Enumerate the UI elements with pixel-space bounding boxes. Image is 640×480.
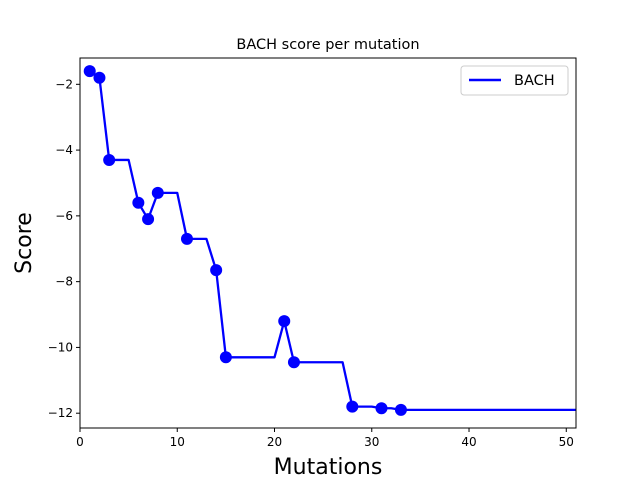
y-tick-label: −10 <box>48 340 73 354</box>
x-tick-label: 20 <box>267 435 282 449</box>
x-axis-label: Mutations <box>274 455 383 480</box>
legend: BACH <box>460 65 569 96</box>
y-tick-label: −8 <box>55 275 73 289</box>
series-line-bach <box>89 70 576 412</box>
x-tick-label: 40 <box>461 435 476 449</box>
plot-frame <box>79 57 577 429</box>
legend-label-bach: BACH <box>514 73 555 89</box>
x-tick-label: 50 <box>559 435 574 449</box>
x-tick-label: 10 <box>170 435 185 449</box>
data-point <box>219 351 232 364</box>
data-point <box>142 213 155 226</box>
y-tick-label: −4 <box>55 143 73 157</box>
y-axis-label: Score <box>12 212 37 274</box>
x-tick-label: 30 <box>364 435 379 449</box>
data-point <box>180 232 193 245</box>
data-point <box>394 403 407 416</box>
series-layer <box>83 65 576 416</box>
y-tick-label: −2 <box>55 77 73 91</box>
ticks-layer: 0 10 20 30 40 50 −2 −4 −6 −8 −10 −12 <box>48 77 574 449</box>
data-point <box>132 196 145 209</box>
data-point <box>287 356 300 369</box>
legend-box <box>460 65 569 96</box>
data-point <box>103 153 116 166</box>
data-point <box>346 400 359 413</box>
y-tick-label: −12 <box>48 406 73 420</box>
y-tick-label: −6 <box>55 209 73 223</box>
data-point <box>83 65 96 78</box>
data-point <box>210 264 223 277</box>
x-tick-label: 0 <box>76 435 84 449</box>
data-point <box>278 315 291 328</box>
chart-title: BACH score per mutation <box>236 37 419 53</box>
data-point <box>151 186 164 199</box>
data-point <box>93 71 106 84</box>
data-point <box>375 402 388 415</box>
